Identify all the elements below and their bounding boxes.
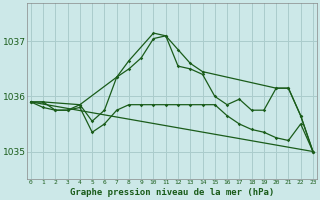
X-axis label: Graphe pression niveau de la mer (hPa): Graphe pression niveau de la mer (hPa) [70,188,274,197]
